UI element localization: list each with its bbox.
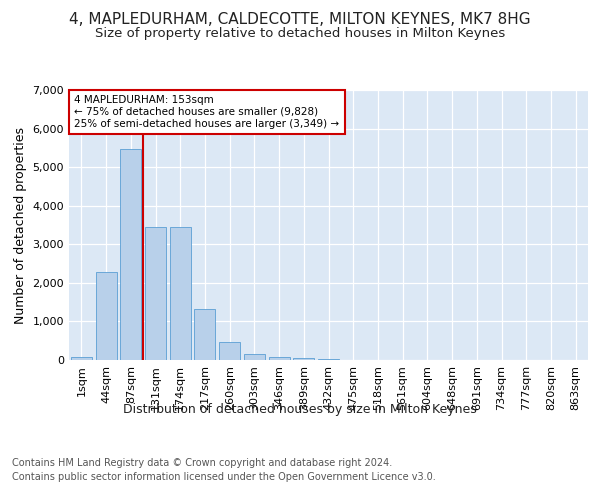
Y-axis label: Number of detached properties: Number of detached properties	[14, 126, 27, 324]
Bar	[293, 358, 314, 360]
Bar	[194, 310, 215, 360]
Bar	[219, 342, 240, 360]
Bar	[71, 357, 92, 360]
Bar	[244, 354, 265, 360]
Text: Contains public sector information licensed under the Open Government Licence v3: Contains public sector information licen…	[12, 472, 436, 482]
Bar	[120, 149, 141, 360]
Bar	[145, 228, 166, 360]
Bar	[269, 356, 290, 360]
Text: 4, MAPLEDURHAM, CALDECOTTE, MILTON KEYNES, MK7 8HG: 4, MAPLEDURHAM, CALDECOTTE, MILTON KEYNE…	[69, 12, 531, 28]
Text: Size of property relative to detached houses in Milton Keynes: Size of property relative to detached ho…	[95, 28, 505, 40]
Text: 4 MAPLEDURHAM: 153sqm
← 75% of detached houses are smaller (9,828)
25% of semi-d: 4 MAPLEDURHAM: 153sqm ← 75% of detached …	[74, 96, 340, 128]
Text: Distribution of detached houses by size in Milton Keynes: Distribution of detached houses by size …	[123, 402, 477, 415]
Bar	[170, 228, 191, 360]
Bar	[95, 272, 116, 360]
Text: Contains HM Land Registry data © Crown copyright and database right 2024.: Contains HM Land Registry data © Crown c…	[12, 458, 392, 468]
Bar	[318, 358, 339, 360]
